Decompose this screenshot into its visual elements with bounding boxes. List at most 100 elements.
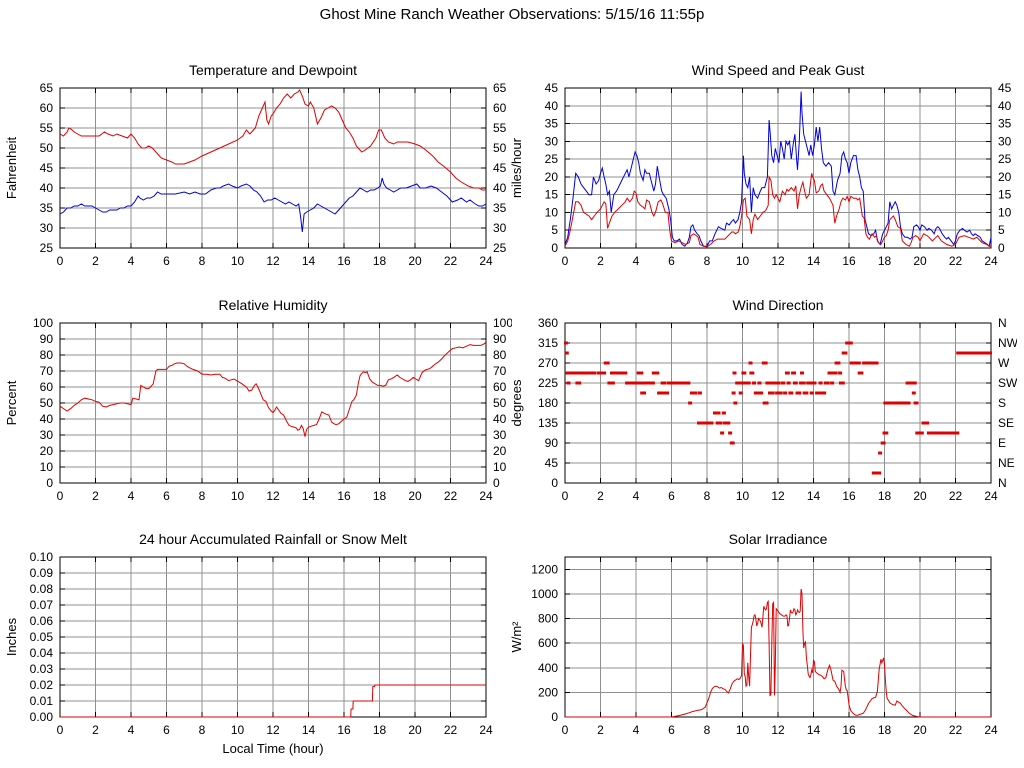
svg-text:0.05: 0.05 [30, 630, 54, 644]
svg-text:25: 25 [493, 241, 507, 255]
rainfall-line [60, 684, 486, 718]
svg-text:0: 0 [57, 489, 64, 503]
svg-text:20: 20 [408, 489, 422, 503]
svg-text:0: 0 [57, 723, 64, 737]
svg-text:18: 18 [878, 254, 892, 268]
svg-text:0: 0 [551, 476, 558, 490]
x-tick-labels: 0 2 4 6 8 10 12 14 16 18 20 22 24 [57, 489, 493, 503]
series-group [59, 89, 487, 233]
svg-text:4: 4 [128, 489, 135, 503]
svg-text:10: 10 [493, 460, 507, 474]
svg-text:2: 2 [92, 723, 99, 737]
svg-text:30: 30 [40, 428, 54, 442]
svg-text:2: 2 [92, 489, 99, 503]
y-axis-label: Percent [4, 380, 19, 425]
series-group [60, 684, 486, 718]
svg-text:24: 24 [984, 254, 998, 268]
svg-text:135: 135 [538, 416, 558, 430]
chart-title: Wind Direction [732, 297, 823, 313]
y-tick-labels: 0.00 0.01 0.02 0.03 0.04 0.05 0.06 0.07 0.08 0.09… [30, 550, 54, 724]
svg-text:50: 50 [40, 141, 54, 155]
svg-text:0: 0 [562, 254, 569, 268]
svg-text:10: 10 [40, 460, 54, 474]
chart-relative-humidity: Relative Humidity 0 2 4 6 8 10 12 14 16 18 20 22 24 0 1… [0, 287, 512, 534]
svg-text:180: 180 [538, 396, 558, 410]
svg-text:45: 45 [493, 161, 507, 175]
svg-text:25: 25 [998, 152, 1012, 166]
y-axis-label: miles/hour [509, 137, 524, 198]
svg-text:16: 16 [842, 723, 856, 737]
svg-text:W: W [998, 356, 1010, 370]
svg-text:4: 4 [633, 723, 640, 737]
svg-text:14: 14 [302, 254, 316, 268]
tick-marks [564, 322, 992, 484]
svg-text:0.03: 0.03 [30, 662, 54, 676]
chart-title: Solar Irradiance [729, 531, 828, 547]
x-tick-labels: 0 2 4 6 8 10 12 14 16 18 20 22 24 [562, 489, 998, 503]
svg-text:12: 12 [266, 254, 280, 268]
svg-text:10: 10 [231, 723, 245, 737]
svg-text:0.01: 0.01 [30, 694, 54, 708]
svg-text:15: 15 [545, 188, 559, 202]
svg-text:6: 6 [163, 254, 170, 268]
svg-text:0.10: 0.10 [30, 550, 54, 564]
svg-text:20: 20 [913, 489, 927, 503]
svg-text:10: 10 [736, 489, 750, 503]
humidity-line [59, 341, 487, 437]
svg-text:22: 22 [444, 723, 458, 737]
svg-text:5: 5 [998, 223, 1005, 237]
svg-text:12: 12 [771, 723, 785, 737]
svg-text:14: 14 [807, 489, 821, 503]
svg-text:15: 15 [998, 188, 1012, 202]
svg-text:25: 25 [545, 152, 559, 166]
tick-marks [59, 87, 487, 249]
y-axis-label: Fahrenheit [4, 137, 19, 200]
grid-lines [60, 323, 486, 483]
svg-text:4: 4 [128, 254, 135, 268]
y-axis-label: degrees [509, 379, 524, 426]
svg-text:90: 90 [545, 436, 559, 450]
wind-direction-points [564, 341, 992, 475]
svg-text:40: 40 [40, 181, 54, 195]
tick-marks [59, 322, 487, 484]
svg-text:315: 315 [538, 336, 558, 350]
wind-speed-line [564, 173, 991, 248]
svg-text:16: 16 [842, 254, 856, 268]
y-tick-labels: 0 10 20 30 40 50 60 70 80 90 100 [33, 316, 53, 490]
svg-text:400: 400 [538, 661, 558, 675]
chart-wind-direction: Wind Direction 0 2 4 6 8 10 12 14 16 18 20 22 24 0 45 90… [505, 287, 1017, 534]
svg-text:16: 16 [337, 723, 351, 737]
svg-text:4: 4 [633, 254, 640, 268]
svg-text:60: 60 [493, 101, 507, 115]
svg-text:24: 24 [479, 489, 493, 503]
x-tick-labels: 0 2 4 6 8 10 12 14 16 18 20 22 24 [562, 254, 998, 268]
svg-text:360: 360 [538, 316, 558, 330]
svg-text:20: 20 [913, 254, 927, 268]
svg-text:20: 20 [408, 723, 422, 737]
svg-text:200: 200 [538, 685, 558, 699]
svg-text:20: 20 [408, 254, 422, 268]
svg-text:2: 2 [597, 723, 604, 737]
y-tick-labels: 25 30 35 40 45 50 55 60 65 [40, 81, 54, 255]
y2-tick-labels: 0 5 10 15 20 25 30 35 40 45 [998, 81, 1012, 255]
temperature-line [59, 89, 486, 191]
svg-text:0: 0 [551, 710, 558, 724]
svg-text:14: 14 [807, 254, 821, 268]
chart-title: Wind Speed and Peak Gust [692, 62, 865, 78]
svg-text:30: 30 [493, 221, 507, 235]
svg-text:55: 55 [40, 121, 54, 135]
tick-marks [564, 87, 992, 249]
svg-text:24: 24 [479, 254, 493, 268]
svg-text:2: 2 [597, 254, 604, 268]
peak-gust-line [564, 91, 992, 248]
grid-lines [565, 323, 991, 483]
svg-text:18: 18 [878, 723, 892, 737]
svg-text:10: 10 [998, 205, 1012, 219]
chart-temperature-dewpoint: Temperature and Dewpoint 0 2 4 6 8 10 12 14 16 18 2… [0, 52, 512, 299]
chart-title: Temperature and Dewpoint [189, 62, 357, 78]
chart-title: Relative Humidity [219, 297, 328, 313]
svg-text:2: 2 [597, 489, 604, 503]
